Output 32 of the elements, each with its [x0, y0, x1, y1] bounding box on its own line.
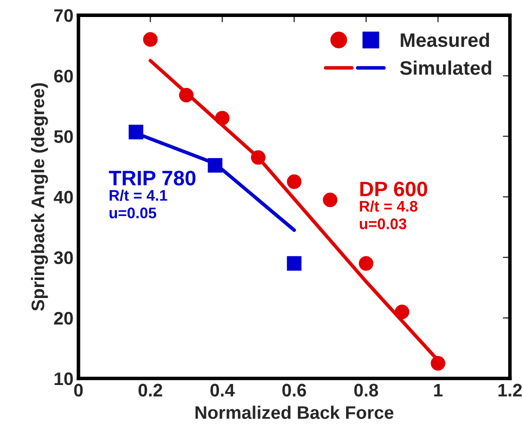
x-tick-label: 0.6	[282, 384, 306, 397]
point	[358, 256, 374, 271]
point	[394, 304, 410, 320]
annotation: DP 600 R/t = 4.8 u=0.03	[360, 182, 428, 230]
point	[143, 32, 158, 47]
point	[208, 158, 222, 173]
y-tick-label: 60	[54, 70, 73, 82]
point	[179, 88, 194, 102]
point	[128, 124, 144, 140]
y-tick-label: 50	[54, 130, 73, 144]
point	[214, 110, 230, 126]
x-tick-label: 1.2	[498, 384, 522, 396]
annotation: TRIP 780 R/t = 4.1 u=0.05	[108, 170, 196, 218]
point	[430, 356, 446, 371]
x-tick-label: 0.4	[210, 384, 235, 397]
point	[250, 150, 266, 165]
legend-label: Simulated	[400, 60, 492, 75]
y-tick-label: 20	[54, 312, 73, 325]
y-tick-label: 40	[54, 190, 73, 204]
y-axis-title: Springback Angle (degree)	[31, 83, 48, 311]
legend-label: Measured	[400, 32, 490, 48]
point	[286, 256, 302, 271]
x-axis-title: Normalized Back Force	[196, 406, 394, 419]
x-tick-label: 0	[74, 384, 83, 397]
y-tick-label: 30	[54, 251, 73, 264]
x-tick-label: 0.2	[138, 384, 162, 397]
point	[286, 174, 302, 189]
y-tick-label: 70	[54, 9, 73, 22]
x-tick-label: 1	[434, 384, 443, 396]
point	[322, 192, 338, 208]
y-tick-label: 10	[54, 372, 73, 386]
x-tick-label: 0.8	[354, 384, 378, 397]
